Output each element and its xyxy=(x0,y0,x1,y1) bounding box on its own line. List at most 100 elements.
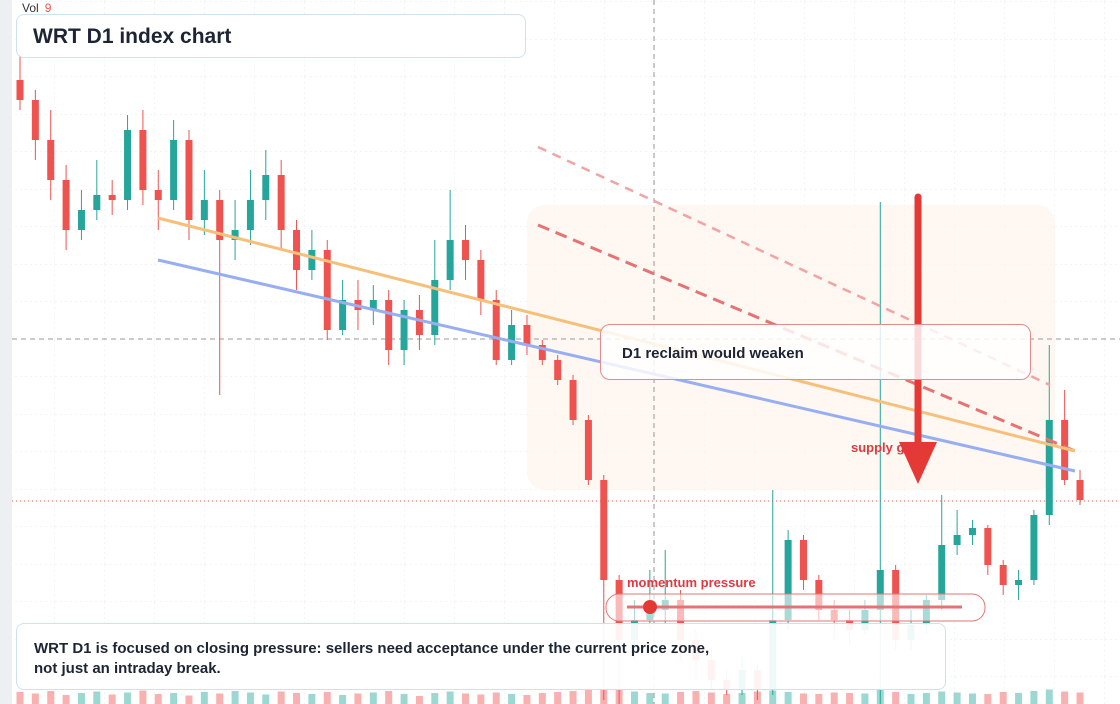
volume-bar xyxy=(723,694,731,704)
volume-bar xyxy=(108,694,116,704)
candle-body xyxy=(477,260,485,300)
volume-value: 9 xyxy=(44,1,52,15)
candle-body xyxy=(231,230,239,240)
volume-bar xyxy=(446,691,454,704)
candle-body xyxy=(784,540,792,620)
volume-bar xyxy=(922,693,930,704)
volume-bar xyxy=(861,693,869,704)
volume-bar xyxy=(938,691,946,704)
candle-body xyxy=(462,240,470,260)
volume-bar xyxy=(339,695,347,704)
candle-body xyxy=(108,195,116,200)
volume-bar xyxy=(216,693,224,704)
candle-body xyxy=(293,230,301,270)
volume-bar xyxy=(246,692,254,704)
candle-body xyxy=(1045,420,1053,515)
note-box: WRT D1 is focused on closing pressure: s… xyxy=(16,623,946,690)
volume-bar xyxy=(16,692,24,704)
candle-body xyxy=(77,210,85,230)
candle-body xyxy=(369,300,377,310)
volume-bar xyxy=(815,694,823,704)
volume-bar xyxy=(415,696,423,704)
candle-body xyxy=(554,360,562,380)
volume-bar xyxy=(1015,693,1023,704)
left-edge xyxy=(0,0,12,704)
candle-body xyxy=(62,180,70,230)
callout-box: D1 reclaim would weaken xyxy=(600,324,1031,380)
volume-bar xyxy=(139,690,147,704)
volume-bar xyxy=(31,693,39,704)
candle-body xyxy=(415,310,423,335)
candle-body xyxy=(1076,480,1084,500)
momentum-label: momentum pressure xyxy=(627,575,756,590)
candle-body xyxy=(385,300,393,350)
volume-bar xyxy=(677,692,685,704)
volume-bar xyxy=(47,691,55,704)
volume-bar xyxy=(354,693,362,704)
volume-bar xyxy=(154,694,162,704)
volume-bar xyxy=(492,692,500,704)
candle-body xyxy=(31,100,39,140)
candle-body xyxy=(600,480,608,580)
volume-bar xyxy=(984,694,992,704)
candle-body xyxy=(16,80,24,100)
volume-bar xyxy=(277,691,285,704)
candle-body xyxy=(538,345,546,360)
volume-bar xyxy=(323,692,331,704)
candle-body xyxy=(339,300,347,330)
volume-bar xyxy=(799,693,807,704)
note-text: WRT D1 is focused on closing pressure: s… xyxy=(34,640,710,677)
volume-bar xyxy=(892,692,900,704)
candle-body xyxy=(1030,515,1038,580)
volume-bar xyxy=(523,695,531,704)
candle-body xyxy=(200,200,208,220)
candle-body xyxy=(1015,580,1023,585)
supply-label: supply gate xyxy=(851,440,924,455)
candle-body xyxy=(139,130,147,190)
volume-label: Vol xyxy=(22,1,39,15)
candle-body xyxy=(124,130,132,200)
candle-body xyxy=(170,140,178,200)
candle-body xyxy=(185,140,193,220)
candle-body xyxy=(569,380,577,420)
volume-bar xyxy=(293,693,301,704)
volume-bar xyxy=(784,692,792,704)
volume-bar xyxy=(661,693,669,704)
candle-body xyxy=(47,140,55,180)
volume-bar xyxy=(999,692,1007,704)
candle-body xyxy=(216,200,224,240)
volume-bar xyxy=(846,693,854,704)
volume-bar xyxy=(62,695,70,704)
candle-body xyxy=(431,280,439,335)
volume-bar xyxy=(1030,691,1038,704)
volume-bar xyxy=(738,693,746,704)
volume-bar xyxy=(200,692,208,704)
candle-body xyxy=(277,175,285,230)
volume-bar xyxy=(538,693,546,704)
candle-body xyxy=(984,528,992,565)
volume-bar xyxy=(477,694,485,704)
candle-body xyxy=(262,175,270,200)
volume-bar xyxy=(369,692,377,704)
volume-bar xyxy=(231,691,239,704)
volume-bar xyxy=(400,694,408,704)
candle-body xyxy=(154,190,162,200)
volume-bar xyxy=(93,691,101,704)
volume-bar xyxy=(707,692,715,704)
volume-bar xyxy=(569,691,577,704)
candle-body xyxy=(799,540,807,580)
candle-body xyxy=(876,570,884,610)
volume-bar xyxy=(769,690,777,704)
title-box: WRT D1 index chart xyxy=(16,14,526,58)
candle-body xyxy=(323,250,331,330)
candle-body xyxy=(246,200,254,230)
volume-bar xyxy=(1045,689,1053,704)
candle-body xyxy=(1061,420,1069,480)
volume-bar xyxy=(431,693,439,704)
volume-bar xyxy=(308,694,316,704)
volume-bar xyxy=(830,692,838,704)
candle-body xyxy=(93,195,101,210)
volume-bar xyxy=(262,694,270,704)
candle-body xyxy=(938,545,946,600)
candle-body xyxy=(400,310,408,350)
